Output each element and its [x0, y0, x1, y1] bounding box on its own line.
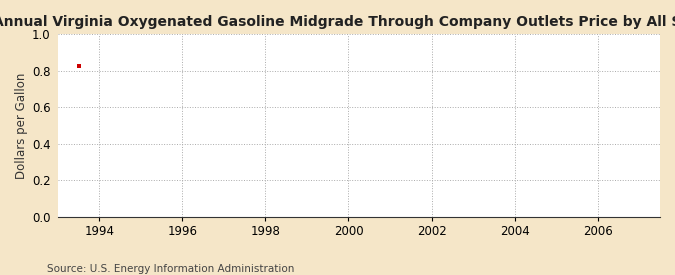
Text: Source: U.S. Energy Information Administration: Source: U.S. Energy Information Administ… — [47, 264, 294, 274]
Y-axis label: Dollars per Gallon: Dollars per Gallon — [15, 72, 28, 179]
Title: Annual Virginia Oxygenated Gasoline Midgrade Through Company Outlets Price by Al: Annual Virginia Oxygenated Gasoline Midg… — [0, 15, 675, 29]
